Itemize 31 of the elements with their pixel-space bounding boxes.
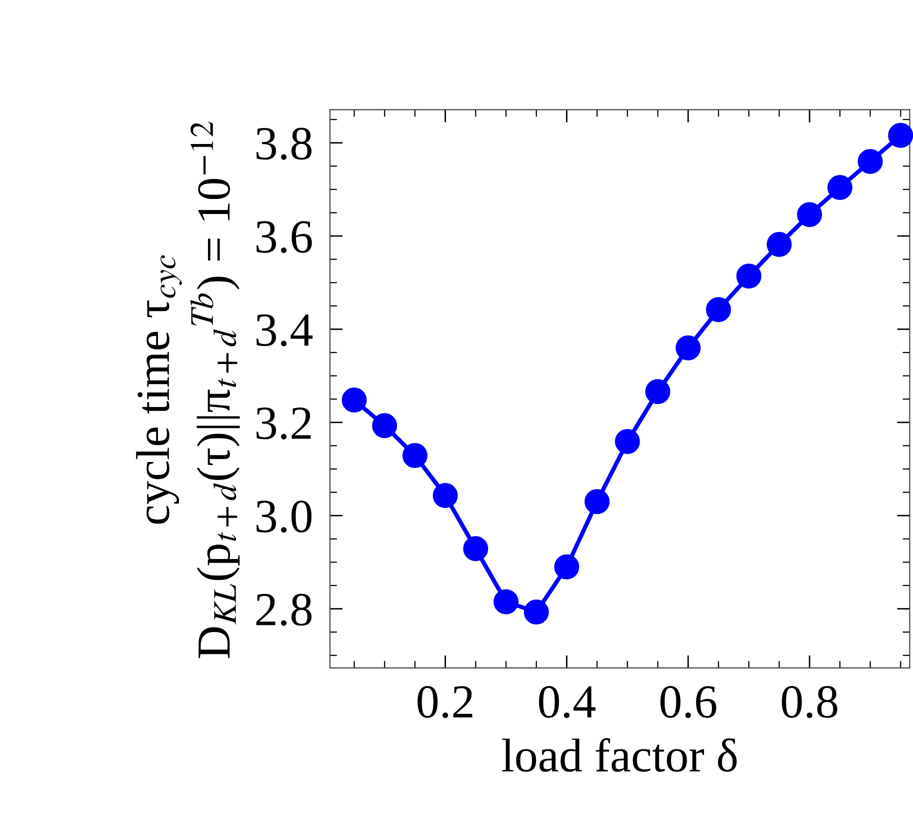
point xyxy=(736,264,762,289)
y-tick-label: 3.0 xyxy=(256,500,312,533)
point xyxy=(402,442,428,468)
y-tick-label: 3.4 xyxy=(256,314,313,346)
point xyxy=(676,335,701,360)
point xyxy=(432,483,458,508)
x-axis-title: load factor δ xyxy=(502,738,737,772)
point xyxy=(342,388,367,413)
point xyxy=(554,554,580,580)
x-tick-label: 0.2 xyxy=(418,686,472,718)
point xyxy=(797,202,822,228)
y-tick-label: 3.8 xyxy=(256,128,312,160)
y-tick-label: 3.2 xyxy=(256,408,311,440)
x-tick-label: 0.6 xyxy=(660,686,716,718)
point xyxy=(614,429,640,454)
point xyxy=(372,413,398,438)
text: cycle time τ$_{cyc}$ D$_{KL}$(p$_{t+d}$(τ)||π$_{t+d}$$^{Tb}$) = 10$^{−12}$ xyxy=(136,122,240,658)
point xyxy=(827,175,852,200)
point xyxy=(463,536,488,562)
x-tick-label: 0.8 xyxy=(782,686,838,718)
y-tick-label: 3.6 xyxy=(256,221,312,254)
point xyxy=(766,232,792,257)
point xyxy=(706,297,731,322)
y-tick-label: 2.8 xyxy=(256,594,312,626)
point xyxy=(858,148,883,174)
point xyxy=(524,600,549,625)
point xyxy=(584,489,610,514)
point xyxy=(494,589,519,614)
point xyxy=(888,122,913,148)
point xyxy=(645,379,670,404)
x-tick-label: 0.4 xyxy=(539,686,596,718)
